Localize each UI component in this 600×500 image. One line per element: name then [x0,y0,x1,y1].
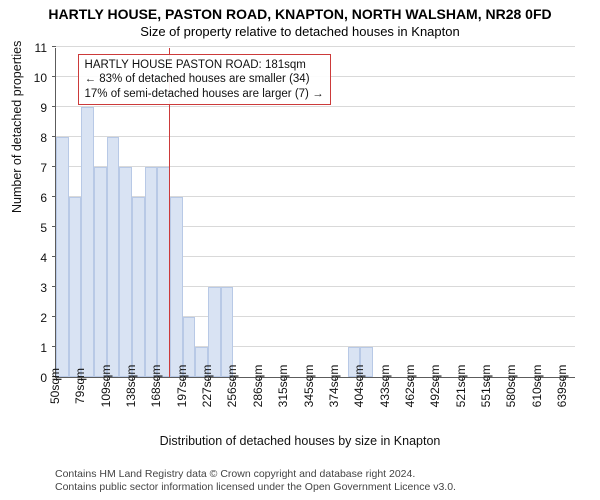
x-tick-label: 79sqm [73,368,87,404]
y-tick-label: 2 [40,311,47,325]
histogram-bar [119,167,132,377]
histogram-bar [56,137,69,377]
annotation-box: HARTLY HOUSE PASTON ROAD: 181sqm ← 83% o… [78,54,331,105]
y-tick-mark [52,46,56,47]
x-tick-label: 639sqm [555,365,569,408]
x-axis-label: Distribution of detached houses by size … [0,434,600,448]
annotation-line-3: 17% of semi-detached houses are larger (… [85,87,324,101]
histogram-bar [208,287,221,377]
y-tick-mark [52,76,56,77]
x-tick-label: 345sqm [302,365,316,408]
gridline [56,136,575,137]
histogram-bar [170,197,183,377]
x-tick-label: 433sqm [378,365,392,408]
plot-area: HARTLY HOUSE PASTON ROAD: 181sqm ← 83% o… [55,48,575,378]
y-tick-label: 7 [40,161,47,175]
histogram-bar [69,197,82,377]
x-tick-label: 50sqm [48,368,62,404]
x-tick-label: 197sqm [175,365,189,408]
histogram-bar [107,137,120,377]
histogram-bar [81,107,94,377]
gridline [56,46,575,47]
chart-subtitle: Size of property relative to detached ho… [0,24,600,39]
histogram-bar [132,197,145,377]
credits: Contains HM Land Registry data © Crown c… [55,468,456,494]
y-tick-label: 3 [40,281,47,295]
y-tick-label: 10 [34,71,47,85]
histogram-bar [145,167,158,377]
y-tick-label: 1 [40,341,47,355]
y-axis: 01234567891011 [0,48,50,378]
y-tick-label: 5 [40,221,47,235]
gridline [56,166,575,167]
annotation-line-1: HARTLY HOUSE PASTON ROAD: 181sqm [85,58,324,72]
x-tick-label: 610sqm [530,365,544,408]
x-tick-label: 492sqm [428,365,442,408]
x-tick-label: 168sqm [149,365,163,408]
x-tick-label: 404sqm [352,365,366,408]
y-tick-label: 0 [40,371,47,385]
x-tick-label: 551sqm [479,365,493,408]
credits-line-1: Contains HM Land Registry data © Crown c… [55,468,456,481]
credits-line-2: Contains public sector information licen… [55,481,456,494]
annotation-line-2: ← 83% of detached houses are smaller (34… [85,72,324,86]
y-tick-mark [52,106,56,107]
histogram-bar [221,287,234,377]
x-tick-label: 462sqm [403,365,417,408]
x-tick-label: 256sqm [225,365,239,408]
y-tick-label: 4 [40,251,47,265]
x-tick-label: 138sqm [124,365,138,408]
x-tick-label: 286sqm [251,365,265,408]
y-tick-label: 8 [40,131,47,145]
y-tick-label: 9 [40,101,47,115]
histogram-bar [94,167,107,377]
chart-title: HARTLY HOUSE, PASTON ROAD, KNAPTON, NORT… [0,6,600,22]
x-tick-label: 580sqm [504,365,518,408]
x-tick-label: 109sqm [99,365,113,408]
x-tick-label: 315sqm [276,365,290,408]
x-tick-label: 374sqm [327,365,341,408]
gridline [56,106,575,107]
x-tick-label: 521sqm [454,365,468,408]
x-tick-label: 227sqm [200,365,214,408]
y-tick-label: 6 [40,191,47,205]
y-tick-label: 11 [35,41,47,55]
